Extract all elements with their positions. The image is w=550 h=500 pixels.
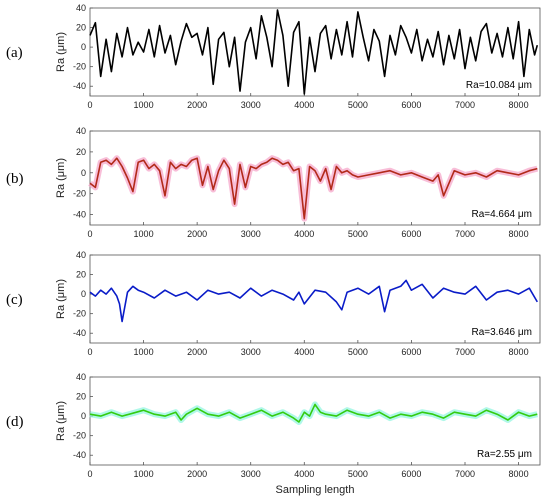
y-axis-label: Ra (μm) xyxy=(55,401,67,441)
x-tick-label: 6000 xyxy=(401,229,421,239)
panel-label: (a) xyxy=(6,45,23,61)
x-tick-label: 7000 xyxy=(455,469,475,479)
panel-label: (b) xyxy=(6,171,24,187)
axes-frame xyxy=(89,376,541,466)
y-tick-label: 20 xyxy=(76,392,86,402)
series-line xyxy=(89,403,538,423)
x-tick-label: 5000 xyxy=(348,469,368,479)
ra-annotation: Ra=4.664 μm xyxy=(471,209,532,220)
y-tick-label: 40 xyxy=(76,3,86,13)
y-tick-label: 20 xyxy=(76,147,86,157)
x-tick-label: 0 xyxy=(87,347,92,357)
y-tick-label: -40 xyxy=(73,210,86,220)
x-tick-label: 3000 xyxy=(241,347,261,357)
x-tick-label: 4000 xyxy=(294,469,314,479)
y-axis-label: Ra (μm) xyxy=(55,158,67,198)
axes-frame xyxy=(89,7,541,97)
y-tick-label: -20 xyxy=(73,309,86,319)
x-tick-label: 6000 xyxy=(401,469,421,479)
axes-frame xyxy=(89,130,541,226)
x-tick-label: 7000 xyxy=(455,229,475,239)
y-tick-label: 0 xyxy=(81,411,86,421)
x-tick-label: 4000 xyxy=(294,229,314,239)
x-tick-label: 7000 xyxy=(455,347,475,357)
x-tick-label: 8000 xyxy=(509,229,529,239)
x-tick-label: 3000 xyxy=(241,469,261,479)
ra-annotation: Ra=10.084 μm xyxy=(466,80,532,91)
x-tick-label: 6000 xyxy=(401,100,421,110)
x-tick-label: 1000 xyxy=(134,347,154,357)
series-line xyxy=(89,9,539,95)
y-tick-label: 40 xyxy=(76,126,86,136)
panel-label: (c) xyxy=(6,292,23,308)
x-tick-label: 8000 xyxy=(509,347,529,357)
x-tick-label: 0 xyxy=(87,229,92,239)
x-tick-label: 5000 xyxy=(348,100,368,110)
x-tick-label: 2000 xyxy=(187,469,207,479)
y-tick-label: 20 xyxy=(76,23,86,33)
y-tick-label: -40 xyxy=(73,450,86,460)
y-tick-label: 0 xyxy=(81,42,86,52)
panel-label: (d) xyxy=(6,414,24,430)
x-tick-label: 1000 xyxy=(134,229,154,239)
x-axis-label: Sampling length xyxy=(276,484,355,496)
axes-frame xyxy=(89,254,541,344)
ra-annotation: Ra=3.646 μm xyxy=(471,327,532,338)
x-tick-label: 5000 xyxy=(348,347,368,357)
x-tick-label: 8000 xyxy=(509,469,529,479)
x-tick-label: 0 xyxy=(87,100,92,110)
x-tick-label: 8000 xyxy=(509,100,529,110)
series-line xyxy=(89,279,538,323)
y-tick-label: -20 xyxy=(73,189,86,199)
x-tick-label: 3000 xyxy=(241,100,261,110)
series-line xyxy=(89,157,538,220)
y-tick-label: -40 xyxy=(73,328,86,338)
y-tick-label: 0 xyxy=(81,168,86,178)
x-tick-label: 2000 xyxy=(187,347,207,357)
y-tick-label: 0 xyxy=(81,289,86,299)
x-tick-label: 3000 xyxy=(241,229,261,239)
ra-annotation: Ra=2.55 μm xyxy=(477,449,532,460)
y-tick-label: -20 xyxy=(73,431,86,441)
x-tick-label: 2000 xyxy=(187,100,207,110)
x-tick-label: 0 xyxy=(87,469,92,479)
x-tick-label: 1000 xyxy=(134,100,154,110)
x-tick-label: 4000 xyxy=(294,100,314,110)
x-tick-label: 5000 xyxy=(348,229,368,239)
y-axis-label: Ra (μm) xyxy=(55,279,67,319)
y-tick-label: -20 xyxy=(73,62,86,72)
y-tick-label: 40 xyxy=(76,250,86,260)
x-tick-label: 7000 xyxy=(455,100,475,110)
y-axis-label: Ra (μm) xyxy=(55,32,67,72)
y-tick-label: 40 xyxy=(76,372,86,382)
x-tick-label: 4000 xyxy=(294,347,314,357)
x-tick-label: 6000 xyxy=(401,347,421,357)
y-tick-label: 20 xyxy=(76,270,86,280)
x-tick-label: 1000 xyxy=(134,469,154,479)
x-tick-label: 2000 xyxy=(187,229,207,239)
y-tick-label: -40 xyxy=(73,81,86,91)
